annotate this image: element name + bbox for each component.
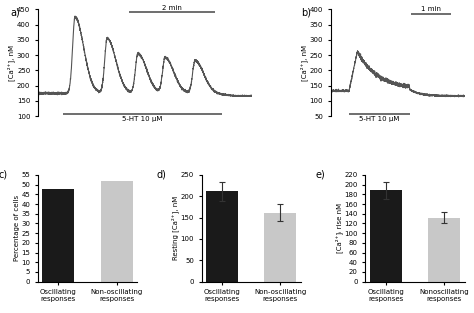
Y-axis label: Percentage of cells: Percentage of cells	[14, 195, 20, 261]
Bar	[100, 181, 133, 282]
Text: 2 min: 2 min	[162, 5, 182, 11]
Text: 1 min: 1 min	[421, 7, 441, 13]
Text: a): a)	[10, 7, 20, 17]
Text: 5-HT 10 μM: 5-HT 10 μM	[359, 115, 400, 121]
Y-axis label: [Ca²⁺]ᵢ rise nM: [Ca²⁺]ᵢ rise nM	[335, 203, 343, 253]
Y-axis label: [Ca²⁺], nM: [Ca²⁺], nM	[8, 45, 15, 81]
Bar	[370, 190, 402, 282]
Bar	[43, 188, 74, 282]
Bar	[428, 218, 460, 282]
Text: c): c)	[0, 170, 8, 180]
Text: b): b)	[301, 7, 311, 17]
Text: d): d)	[157, 170, 167, 180]
Y-axis label: [Ca²⁺], nM: [Ca²⁺], nM	[301, 45, 308, 81]
Y-axis label: Resting [Ca²⁺], nM: Resting [Ca²⁺], nM	[171, 196, 179, 260]
Text: 5-HT 10 μM: 5-HT 10 μM	[122, 115, 163, 121]
Bar	[264, 213, 296, 282]
Bar	[206, 191, 238, 282]
Text: e): e)	[316, 170, 326, 180]
